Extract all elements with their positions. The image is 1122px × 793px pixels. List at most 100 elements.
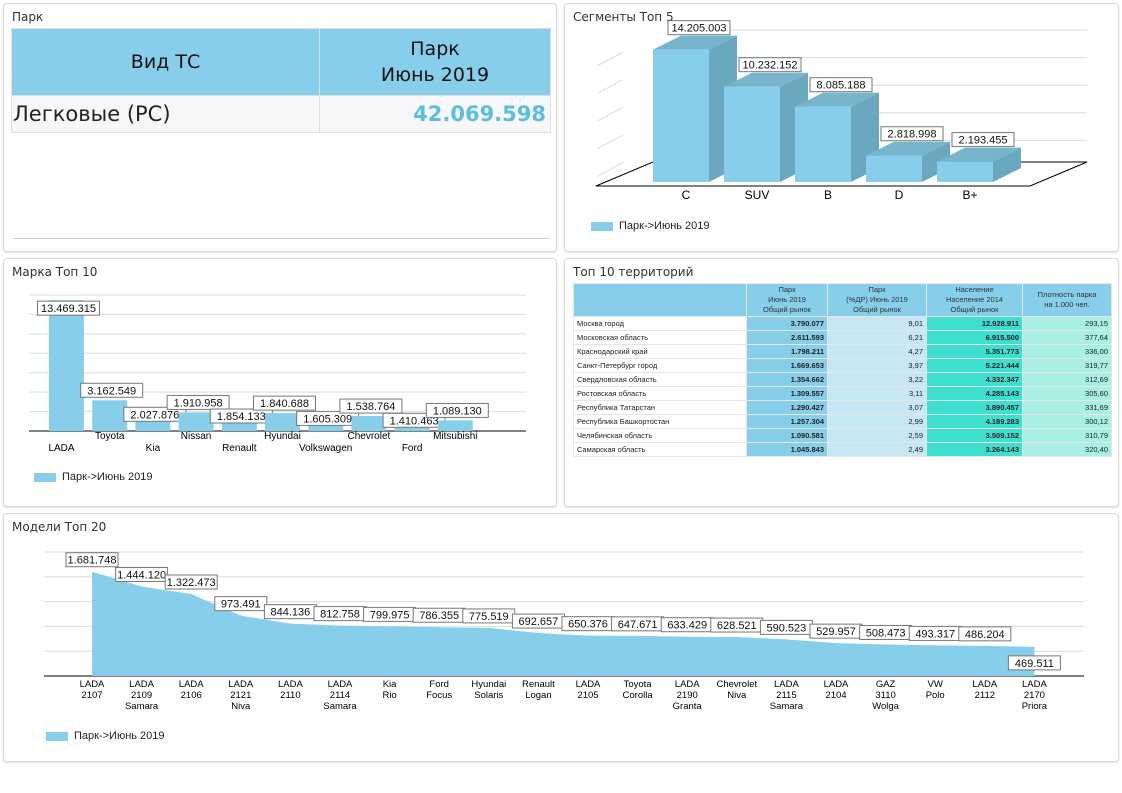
data-label-box [1007,655,1061,671]
header-line: Население 2014 [945,295,1004,304]
population-cell[interactable]: 6.915.500 [926,330,1023,345]
density-cell[interactable]: 319,77 [1022,358,1112,373]
data-label: 1.910.958 [166,394,230,410]
density-cell[interactable]: 312,69 [1022,372,1112,387]
data-label: 508.473 [859,624,913,640]
data-label-box [339,398,403,414]
segments-legend[interactable]: Парк->Июнь 2019 [591,220,710,232]
population-cell[interactable]: 3.890.457 [926,400,1023,415]
data-point [438,626,440,628]
park-share-cell[interactable]: 4,27 [827,344,927,359]
park-cell[interactable]: 1.045.843 [746,442,828,457]
x-tick-label: Kia [146,443,161,454]
data-label: 786.355 [412,607,466,623]
data-label-box [80,382,144,398]
region-cell: Свердловская область [573,372,747,387]
park-share-cell[interactable]: 3,07 [827,400,927,415]
x-tick-label: Wolga [872,701,899,712]
density-cell[interactable]: 305,60 [1022,386,1112,401]
grid-line [596,51,624,67]
density-cell[interactable]: 310,79 [1022,428,1112,443]
data-label-box [738,57,802,73]
density-cell[interactable]: 331,69 [1022,400,1112,415]
park-cell[interactable]: 1.309.557 [746,386,828,401]
park-value-cell[interactable]: 42.069.598 [319,95,551,133]
data-label: 14.205.003 [667,20,731,36]
x-tick-label: Mitsubishi [433,431,477,442]
park-cell[interactable]: 3.790.077 [746,316,828,331]
x-tick-label: 2104 [825,690,846,701]
x-tick-label: Toyota [624,679,653,690]
park-share-cell[interactable]: 3,22 [827,372,927,387]
park-cell[interactable]: 1.669.653 [746,358,828,373]
park-cell[interactable]: 1.354.662 [746,372,828,387]
data-label-text: 1.089.130 [433,405,482,417]
population-cell[interactable]: 4.189.283 [926,414,1023,429]
density-cell[interactable]: 300,12 [1022,414,1112,429]
park-share-cell[interactable]: 6,21 [827,330,927,345]
grid-line [596,79,624,95]
x-tick-label: Niva [231,701,251,712]
x-tick-label: Renault [522,679,555,690]
data-label: 633.429 [660,617,714,633]
x-tick-label: LADA [48,443,74,454]
park-cell[interactable]: 1.798.211 [746,344,828,359]
data-label: 3.162.549 [80,382,144,398]
brands-legend[interactable]: Парк->Июнь 2019 [34,471,153,483]
legend-swatch [34,472,56,482]
park-cell[interactable]: 1.257.304 [746,414,828,429]
population-cell[interactable]: 12.928.911 [926,316,1023,331]
park-share-cell[interactable]: 9,01 [827,316,927,331]
x-tick-label: 2106 [181,690,202,701]
x-tick-label: LADA [576,679,601,690]
x-tick-label: Volkswagen [299,443,352,454]
table-row: Санкт-Петербург город 1.669.653 3,97 5.221.… [573,358,1112,373]
data-label-text: 1.681.748 [68,555,117,567]
park-share-cell[interactable]: 3,11 [827,386,927,401]
x-tick-label: 2109 [131,690,152,701]
park-share-cell[interactable]: 2,49 [827,442,927,457]
bar-side [993,147,1021,182]
population-cell[interactable]: 5.221.444 [926,358,1023,373]
population-cell[interactable]: 5.351.773 [926,344,1023,359]
park-share-cell[interactable]: 2,99 [827,414,927,429]
data-label: 1.538.764 [339,398,403,414]
park-cell[interactable]: 1.090.581 [746,428,828,443]
x-tick-label: 2110 [280,690,300,701]
park-share-cell[interactable]: 2,59 [827,428,927,443]
bar [866,155,922,182]
data-label-box [214,596,268,612]
data-point [934,644,936,646]
park-cell[interactable]: 2.611.593 [746,330,828,345]
data-label-text: 775.519 [469,611,509,623]
density-cell[interactable]: 293,15 [1022,316,1112,331]
data-label: 650.376 [561,616,615,632]
models-legend[interactable]: Парк->Июнь 2019 [46,730,165,742]
population-cell[interactable]: 4.285.143 [926,386,1023,401]
data-label: 1.322.473 [164,574,218,590]
population-cell[interactable]: 3.264.143 [926,442,1023,457]
data-label: 590.523 [759,619,813,635]
data-label: 1.854.133 [209,408,273,424]
data-label: 1.605.309 [296,410,360,426]
data-label-text: 1.840.688 [260,398,309,410]
data-label-text: 973.491 [221,599,261,611]
population-cell[interactable]: 4.332.347 [926,372,1023,387]
density-cell[interactable]: 320,40 [1022,442,1112,457]
legend-label: Парк->Июнь 2019 [74,730,165,742]
data-label-text: 14.205.003 [671,23,726,35]
grid-line [596,134,624,150]
data-point [240,615,242,617]
x-tick-label: Toyota [95,431,125,442]
population-cell[interactable]: 3.509.152 [926,428,1023,443]
park-share-cell[interactable]: 3,97 [827,358,927,373]
density-cell[interactable]: 377,64 [1022,330,1112,345]
data-point [587,635,589,637]
header-line: Общий рынок [950,305,999,314]
header-line: Общий рынок [763,305,811,314]
park-cell[interactable]: 1.290.427 [746,400,828,415]
x-tick-label: SUV [745,188,770,202]
brands-chart: 13.469.315 LADA 3.162.549 Toyota 2.027.876 Ki… [29,294,526,454]
density-cell[interactable]: 336,00 [1022,344,1112,359]
data-point [339,625,341,627]
